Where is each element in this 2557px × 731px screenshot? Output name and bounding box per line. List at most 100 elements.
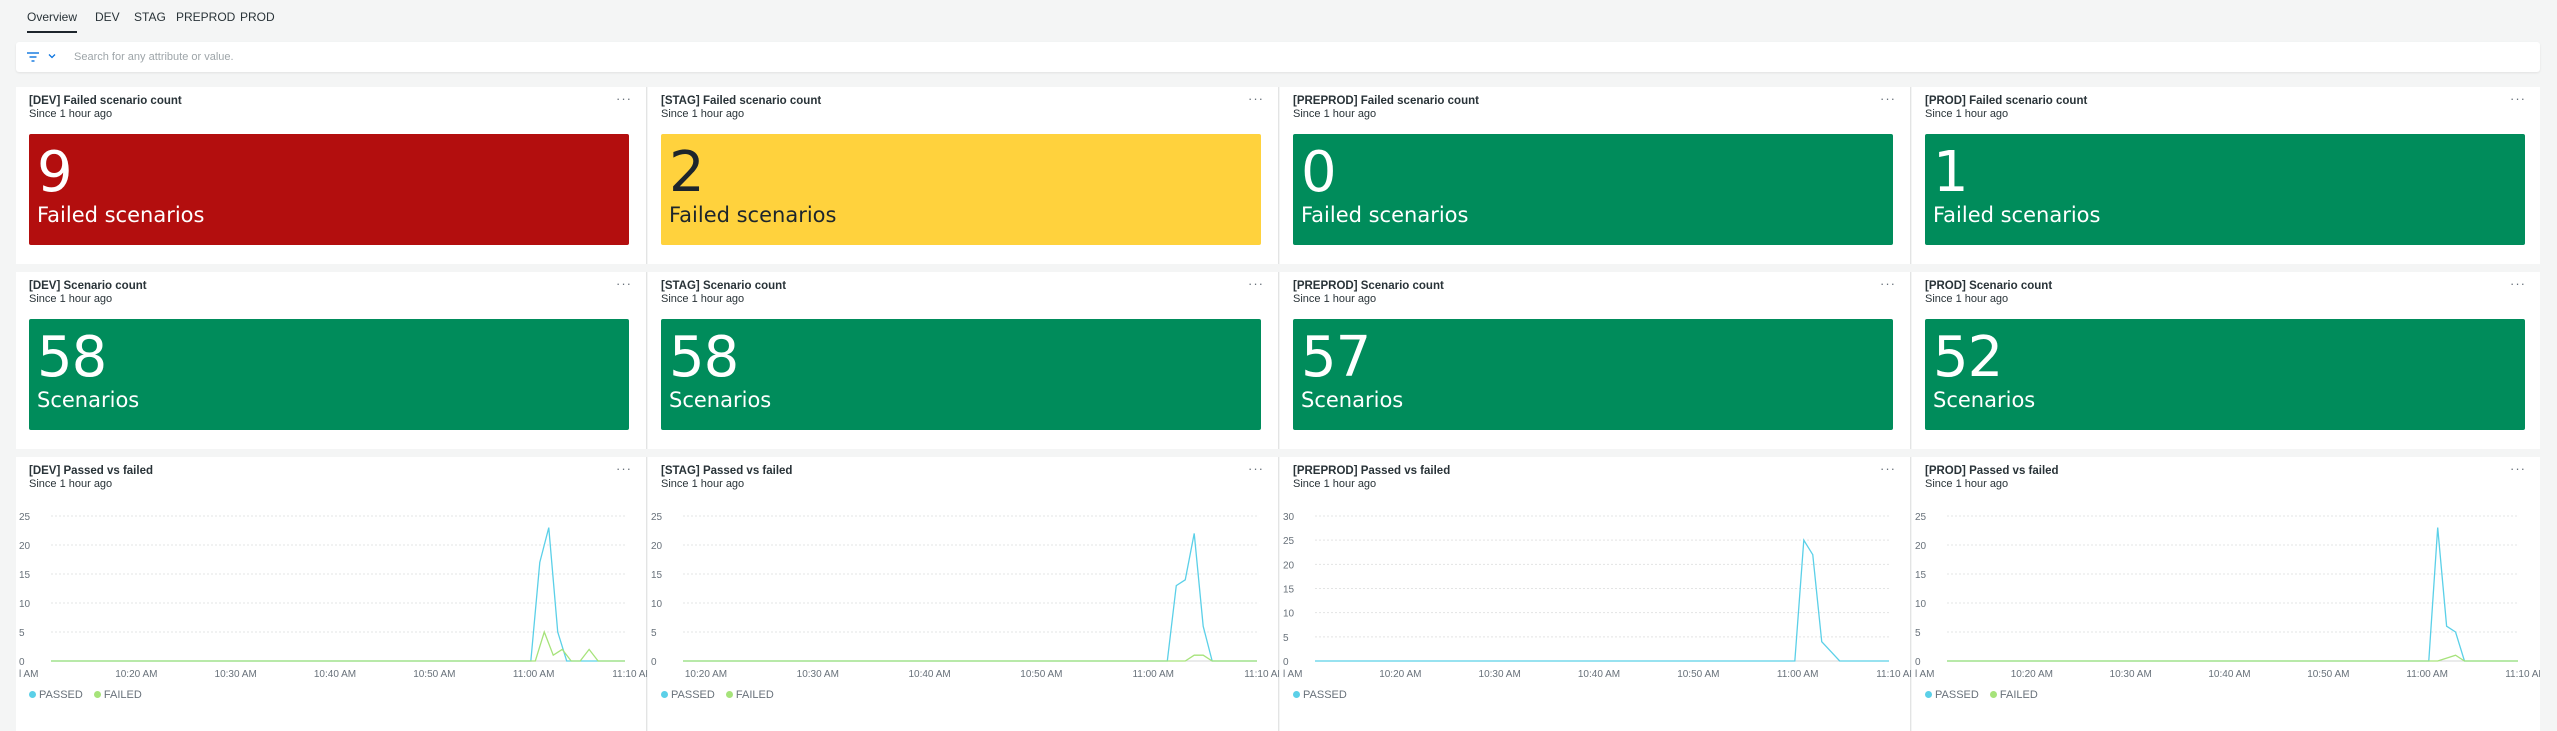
- chevron-down-icon[interactable]: [47, 51, 57, 61]
- series-line-passed: [1315, 538, 1889, 662]
- x-tick-label: 10:50 AM: [2307, 669, 2349, 680]
- billboard-value-box[interactable]: 0 Failed scenarios: [1293, 134, 1893, 245]
- more-options-icon[interactable]: ···: [1880, 91, 1896, 106]
- more-options-icon[interactable]: ···: [1880, 461, 1896, 476]
- widget-title: [STAG] Failed scenario count: [661, 95, 822, 107]
- legend-label: PASSED: [39, 689, 83, 701]
- x-tick-label: 11:00 AM: [1777, 669, 1819, 680]
- legend-swatch: [661, 691, 668, 698]
- billboard-number: 57: [1301, 325, 1371, 390]
- legend-item-failed[interactable]: FAILED: [725, 689, 774, 701]
- line-chart[interactable]: 0 5 10 15 20 25 l AM 10:20 AM 10:30 AM 10:40 AM 10…: [16, 457, 647, 685]
- widget-title: [PREPROD] Passed vs failed: [1293, 465, 1451, 477]
- y-tick-label: 25: [19, 512, 31, 523]
- filter-icon[interactable]: [26, 50, 40, 64]
- widget-timerange: Since 1 hour ago: [1293, 478, 1377, 490]
- widget-timerange: Since 1 hour ago: [661, 293, 745, 305]
- more-options-icon[interactable]: ···: [1248, 276, 1264, 291]
- legend-item-failed[interactable]: FAILED: [93, 689, 142, 701]
- x-tick-label: 10:30 AM: [2110, 669, 2152, 680]
- legend-item-passed[interactable]: PASSED: [1925, 689, 1979, 701]
- widget-title: [PROD] Scenario count: [1925, 280, 2053, 292]
- y-tick-label: 30: [1283, 512, 1295, 523]
- billboard-value-box[interactable]: 58 Scenarios: [661, 319, 1261, 430]
- chart-legend: PASSED FAILED: [29, 689, 150, 701]
- tab-dev[interactable]: DEV: [95, 10, 120, 24]
- billboard-label: Scenarios: [37, 388, 140, 412]
- widget-title: [DEV] Scenario count: [29, 280, 147, 292]
- x-tick-label: 11:00 AM: [1132, 669, 1174, 680]
- billboard-value-box[interactable]: 9 Failed scenarios: [29, 134, 629, 245]
- legend-item-passed[interactable]: PASSED: [661, 689, 715, 701]
- legend-item-passed[interactable]: PASSED: [29, 689, 83, 701]
- more-options-icon[interactable]: ···: [616, 461, 632, 476]
- tab-stag[interactable]: STAG: [134, 10, 166, 24]
- widget-prod-scenario-count: [PROD] Scenario count Since 1 hour ago ·…: [1912, 272, 2540, 449]
- chart-legend: PASSED FAILED: [661, 689, 782, 701]
- widget-timerange: Since 1 hour ago: [1293, 108, 1377, 120]
- widget-prod-failed-count: [PROD] Failed scenario count Since 1 hou…: [1912, 87, 2540, 264]
- widget-dev-passed-vs-failed: [DEV] Passed vs failed Since 1 hour ago …: [16, 457, 647, 731]
- billboard-number: 9: [37, 140, 73, 205]
- billboard-value-box[interactable]: 57 Scenarios: [1293, 319, 1893, 430]
- series-line-failed: [683, 654, 1257, 662]
- widget-timerange: Since 1 hour ago: [1293, 293, 1377, 305]
- x-tick-label: 10:40 AM: [314, 669, 356, 680]
- legend-swatch: [725, 691, 733, 698]
- more-options-icon[interactable]: ···: [2510, 461, 2526, 476]
- billboard-value-box[interactable]: 2 Failed scenarios: [661, 134, 1261, 245]
- y-tick-label: 15: [1283, 585, 1295, 596]
- tab-overview[interactable]: Overview: [27, 10, 78, 33]
- widget-timerange: Since 1 hour ago: [661, 108, 745, 120]
- billboard-value-box[interactable]: 1 Failed scenarios: [1925, 134, 2525, 245]
- search-input[interactable]: [74, 48, 974, 66]
- billboard-number: 2: [669, 140, 705, 205]
- tab-preprod[interactable]: PREPROD: [176, 10, 236, 24]
- y-tick-label: 20: [1915, 541, 1927, 552]
- line-chart[interactable]: 0 5 10 15 20 25 l AM 10:20 AM 10:30 AM 10:40 AM 10…: [1912, 457, 2540, 685]
- legend-label: FAILED: [735, 689, 774, 701]
- legend-swatch: [29, 691, 36, 698]
- widget-title: [STAG] Scenario count: [661, 280, 787, 292]
- y-tick-label: 20: [19, 541, 31, 552]
- series-line-failed: [1947, 654, 2518, 662]
- filter-bar: [16, 42, 2540, 72]
- legend-swatch: [1989, 691, 1997, 698]
- y-tick-label: 0: [1283, 657, 1289, 668]
- y-tick-label: 15: [651, 570, 663, 581]
- line-chart[interactable]: 0 5 10 15 20 25 30 l AM 10:20 AM 10:30 AM 10:40 AM…: [1280, 457, 1911, 685]
- y-tick-label: 0: [19, 657, 25, 668]
- more-options-icon[interactable]: ···: [1248, 461, 1264, 476]
- x-tick-label: 10:20 AM: [2011, 669, 2053, 680]
- billboard-value-box[interactable]: 52 Scenarios: [1925, 319, 2525, 430]
- x-tick-label: 10:30 AM: [1479, 669, 1521, 680]
- widget-timerange: Since 1 hour ago: [29, 108, 113, 120]
- more-options-icon[interactable]: ···: [616, 276, 632, 291]
- widget-title: [DEV] Failed scenario count: [29, 95, 182, 107]
- more-options-icon[interactable]: ···: [1248, 91, 1264, 106]
- more-options-icon[interactable]: ···: [2510, 276, 2526, 291]
- x-tick-label: 11:00 AM: [513, 669, 555, 680]
- legend-item-passed[interactable]: PASSED: [1293, 689, 1347, 701]
- more-options-icon[interactable]: ···: [616, 91, 632, 106]
- widget-timerange: Since 1 hour ago: [1925, 108, 2009, 120]
- billboard-value-box[interactable]: 58 Scenarios: [29, 319, 629, 430]
- line-chart[interactable]: 0 5 10 15 20 25 10:20 AM 10:30 AM 10:40 AM 10:50 …: [648, 457, 1279, 685]
- series-line-passed: [51, 527, 625, 662]
- series-line-passed: [1947, 527, 2518, 662]
- widget-title: [PROD] Passed vs failed: [1925, 465, 2059, 477]
- y-tick-label: 25: [1915, 512, 1927, 523]
- more-options-icon[interactable]: ···: [1880, 276, 1896, 291]
- legend-swatch: [1293, 691, 1300, 698]
- x-tick-label: 11:10 AM: [1876, 669, 1911, 680]
- billboard-label: Scenarios: [1933, 388, 2036, 412]
- legend-item-failed[interactable]: FAILED: [1989, 689, 2038, 701]
- more-options-icon[interactable]: ···: [2510, 91, 2526, 106]
- x-tick-label: 10:50 AM: [1677, 669, 1719, 680]
- widget-preprod-failed-count: [PREPROD] Failed scenario count Since 1 …: [1280, 87, 1911, 264]
- tab-prod[interactable]: PROD: [240, 10, 275, 24]
- y-tick-label: 10: [1915, 599, 1927, 610]
- billboard-number: 58: [669, 325, 739, 390]
- series-line-failed: [51, 630, 625, 662]
- legend-label: PASSED: [1303, 689, 1347, 701]
